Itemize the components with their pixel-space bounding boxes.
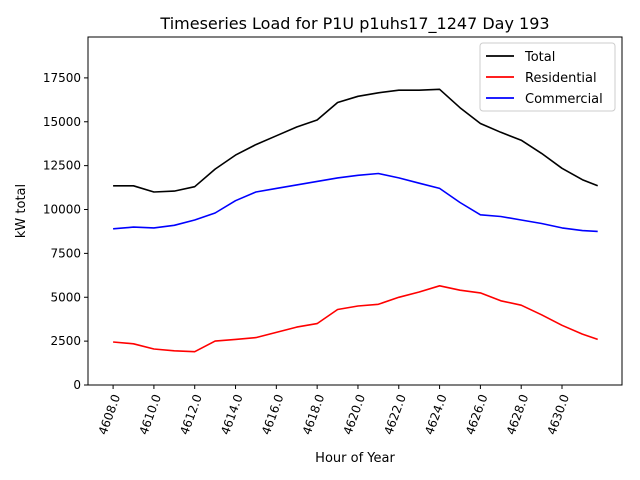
legend: Total Residential Commercial	[479, 42, 616, 112]
y-tick-label: 17500	[43, 71, 81, 85]
x-tick-label: 4618.0	[300, 392, 328, 436]
x-axis-label: Hour of Year	[315, 451, 395, 466]
y-tick-label: 7500	[50, 246, 81, 260]
series-line-total	[113, 88, 598, 193]
x-tick-label: 4610.0	[136, 392, 164, 436]
x-tick-label: 4628.0	[504, 392, 532, 436]
x-tick-label: 4616.0	[259, 392, 287, 436]
legend-label-commercial: Commercial	[525, 92, 603, 107]
chart-title: Timeseries Load for P1U p1uhs17_1247 Day…	[159, 14, 549, 34]
y-tick-label: 10000	[43, 203, 81, 217]
x-tick-label: 4608.0	[96, 392, 124, 436]
plot-area-frame	[87, 36, 623, 386]
x-tick-label: 4626.0	[463, 392, 491, 436]
x-tick-label: 4630.0	[545, 392, 573, 436]
series-line-residential	[113, 284, 598, 353]
y-tick-label: 0	[73, 378, 81, 392]
y-tick-label: 15000	[43, 115, 81, 129]
y-axis-label: kW total	[14, 184, 29, 238]
y-tick-label: 2500	[50, 334, 81, 348]
legend-label-residential: Residential	[525, 71, 597, 86]
x-tick-label: 4620.0	[341, 392, 369, 436]
y-tick-label: 5000	[50, 290, 81, 304]
y-tick-label: 12500	[43, 159, 81, 173]
x-tick-label: 4624.0	[422, 392, 450, 436]
legend-label-total: Total	[524, 50, 555, 65]
series-line-commercial	[113, 172, 598, 233]
x-tick-label: 4612.0	[177, 392, 205, 436]
x-tick-label: 4622.0	[381, 392, 409, 436]
x-tick-label: 4614.0	[218, 392, 246, 436]
